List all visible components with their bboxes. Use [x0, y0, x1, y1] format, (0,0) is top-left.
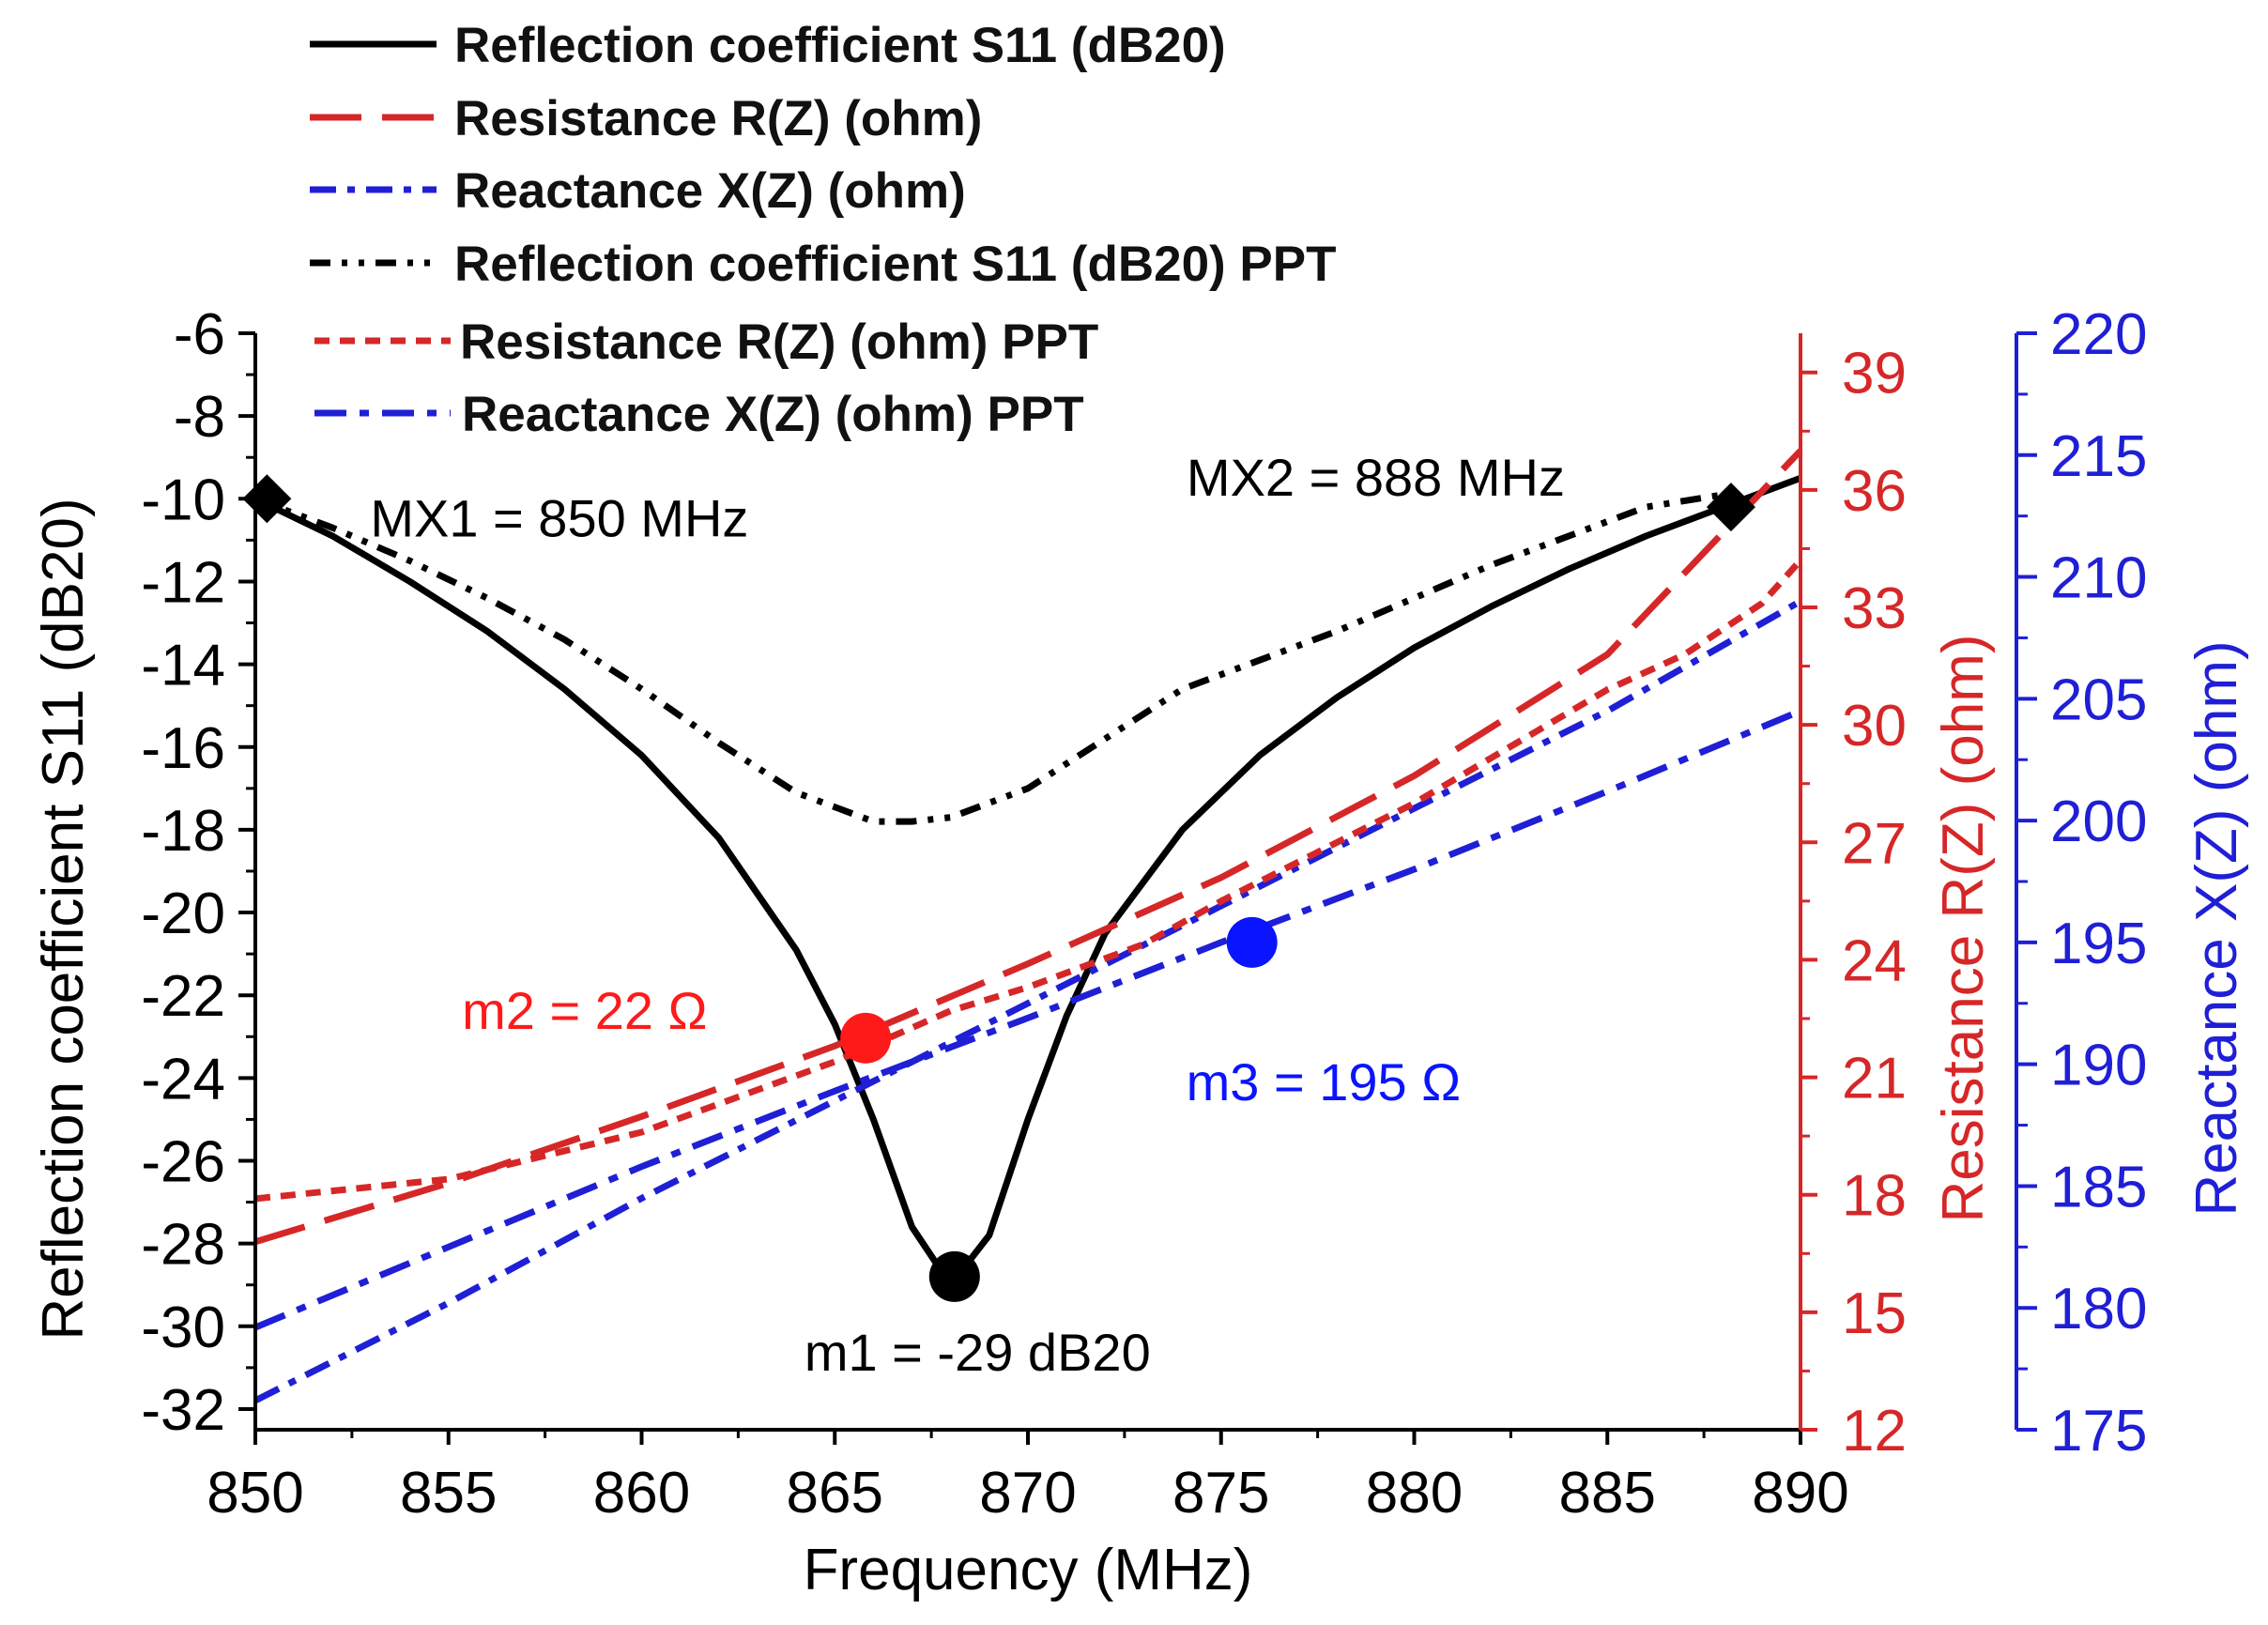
legend: Reflection coefficient S11 (dB20) Resista… — [310, 18, 1337, 442]
reactance-tick-label: 190 — [2050, 1034, 2147, 1098]
x-tick-label: 870 — [979, 1461, 1076, 1525]
series-line-4 — [255, 491, 1724, 825]
reactance-tick-label: 205 — [2050, 667, 2147, 732]
x-tick-label: 890 — [1752, 1461, 1848, 1525]
x-tick-label: 875 — [1172, 1461, 1269, 1525]
x-tick-label: 885 — [1559, 1461, 1656, 1525]
resistance-tick-label: 27 — [1842, 811, 1907, 876]
legend-label-3: Reactance X(Z) (ohm) — [454, 163, 966, 219]
resistance-tick-label: 39 — [1842, 342, 1907, 406]
plot-area — [255, 333, 1801, 1430]
legend-label-5: Resistance R(Z) (ohm) PPT — [460, 314, 1098, 370]
marker-m2 — [840, 1012, 892, 1064]
left-tick-label: -12 — [141, 550, 225, 615]
reactance-tick-label: 185 — [2050, 1155, 2147, 1219]
resistance-tick-label: 30 — [1842, 694, 1907, 759]
left-tick-label: -16 — [141, 716, 225, 781]
left-tick-label: -32 — [141, 1378, 225, 1443]
legend-label-2: Resistance R(Z) (ohm) — [454, 91, 982, 146]
series-line-3 — [255, 598, 1802, 1404]
series-line-2 — [255, 448, 1803, 1246]
resistance-tick-label: 12 — [1842, 1399, 1907, 1464]
marker-label-m3: m3 = 195 Ω — [1187, 1052, 1461, 1111]
resistance-tick-label: 24 — [1842, 928, 1907, 993]
left-tick-label: -14 — [141, 634, 225, 698]
plot-background — [255, 333, 1801, 1430]
series-layer — [255, 448, 1803, 1404]
x-tick-label: 855 — [400, 1461, 497, 1525]
left-tick-label: -20 — [141, 881, 225, 946]
x-tick-label: 860 — [593, 1461, 690, 1525]
left-tick-label: -26 — [141, 1130, 225, 1195]
marker-mx2 — [1706, 483, 1755, 532]
marker-label-m2: m2 = 22 Ω — [462, 981, 707, 1040]
reactance-tick-label: 180 — [2050, 1277, 2147, 1341]
reactance-tick-label: 175 — [2050, 1399, 2147, 1464]
resistance-tick-label: 18 — [1842, 1164, 1907, 1229]
left-tick-label: -24 — [141, 1047, 225, 1111]
reactance-tick-label: 215 — [2050, 424, 2147, 489]
series-line-5 — [255, 558, 1803, 1203]
reactance-tick-label: 195 — [2050, 912, 2147, 976]
left-tick-label: -8 — [174, 385, 225, 450]
marker-label-mx2: MX2 = 888 MHz — [1187, 448, 1565, 507]
series-line-1 — [255, 475, 1802, 1289]
marker-m1 — [928, 1250, 980, 1302]
marker-layer: MX1 = 850 MHz MX2 = 888 MHz m1 = -29 dB20 m… — [242, 448, 1755, 1382]
reactance-tick-label: 220 — [2050, 302, 2147, 367]
series-line-6 — [255, 708, 1802, 1331]
x-tick-label: 850 — [207, 1461, 303, 1525]
resistance-tick-label: 15 — [1842, 1281, 1907, 1346]
legend-label-4: Reflection coefficient S11 (dB20) PPT — [454, 237, 1337, 292]
left-axis-title: Reflection coefficient S11 (dB20) — [31, 498, 96, 1340]
resistance-tick-label: 33 — [1842, 576, 1907, 641]
left-tick-label: -28 — [141, 1213, 225, 1278]
left-tick-label: -22 — [141, 964, 225, 1029]
reactance-tick-label: 210 — [2050, 546, 2147, 611]
reactance-axis-title: Reactance X(Z) (ohm) — [2184, 640, 2249, 1216]
legend-label-6: Reactance X(Z) (ohm) PPT — [462, 387, 1084, 442]
x-tick-label: 865 — [787, 1461, 883, 1525]
left-tick-label: -10 — [141, 468, 225, 532]
resistance-tick-label: 21 — [1842, 1047, 1907, 1111]
x-axis-title: Frequency (MHz) — [804, 1538, 1253, 1602]
left-tick-label: -30 — [141, 1295, 225, 1360]
resistance-axis-title: Resistance R(Z) (ohm) — [1931, 635, 1996, 1223]
legend-label-1: Reflection coefficient S11 (dB20) — [454, 18, 1226, 73]
reactance-tick-label: 200 — [2050, 790, 2147, 854]
left-tick-label: -6 — [174, 302, 225, 367]
left-tick-label: -18 — [141, 799, 225, 864]
resistance-tick-label: 36 — [1842, 459, 1907, 524]
axes-layer: 850 855 860 865 870 875 880 885 890 Frequency (MH… — [31, 302, 2249, 1602]
marker-m3 — [1226, 916, 1278, 968]
marker-label-m1: m1 = -29 dB20 — [805, 1323, 1151, 1382]
marker-label-mx1: MX1 = 850 MHz — [370, 488, 748, 547]
x-tick-label: 880 — [1366, 1461, 1463, 1525]
